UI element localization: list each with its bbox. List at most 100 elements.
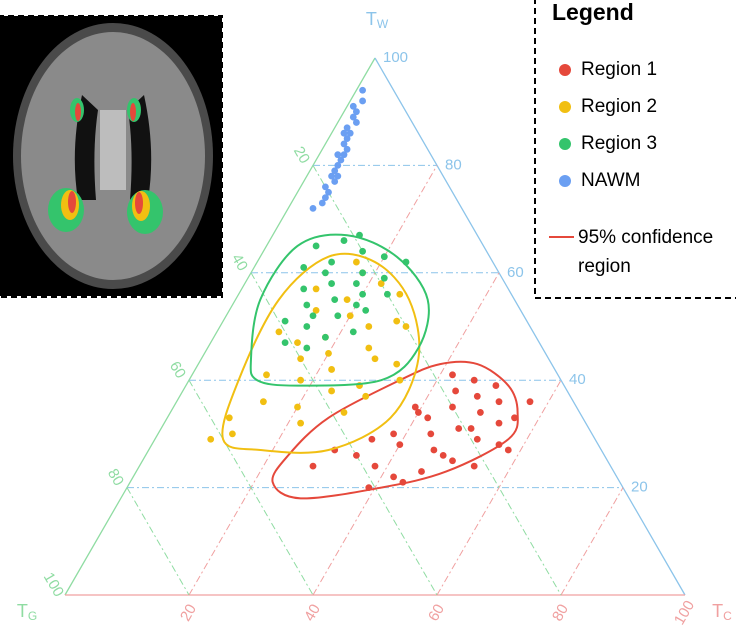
axis-title-main: T — [712, 601, 723, 621]
axis-title-main: T — [366, 9, 377, 29]
c-tick-label: 60 — [425, 601, 448, 624]
data-point — [297, 377, 304, 384]
data-point — [390, 473, 397, 480]
grid-line — [127, 488, 189, 595]
data-point — [359, 98, 366, 105]
data-point — [393, 318, 400, 325]
mri-lesion — [130, 103, 136, 121]
mri-septum — [100, 110, 126, 190]
data-point — [347, 312, 354, 319]
data-point — [328, 259, 335, 266]
data-point — [226, 414, 233, 421]
confidence-region — [251, 235, 429, 386]
data-point — [474, 436, 481, 443]
data-point — [440, 452, 447, 459]
data-point — [424, 414, 431, 421]
axis-title: TW — [366, 9, 389, 31]
data-point — [496, 398, 503, 405]
data-point — [403, 323, 410, 330]
g-tick-label: 60 — [166, 358, 189, 381]
c-tick-label: 40 — [301, 601, 324, 624]
data-point — [359, 87, 366, 94]
w-tick-label: 80 — [445, 156, 462, 173]
legend-marker — [559, 101, 571, 113]
chart: Legend 204060801002040608010020406080100… — [0, 0, 736, 627]
c-tick-label: 20 — [177, 601, 200, 624]
data-point — [328, 366, 335, 373]
data-point — [300, 264, 307, 271]
data-point — [393, 361, 400, 368]
data-point — [341, 130, 348, 137]
g-tick-label: 80 — [104, 466, 127, 489]
data-point — [353, 119, 360, 126]
data-point — [449, 457, 456, 464]
data-point — [381, 253, 388, 260]
legend-region-label: 95% confidence region — [578, 223, 736, 281]
legend-marker — [559, 175, 571, 187]
data-point — [328, 280, 335, 287]
data-point — [319, 200, 326, 207]
data-point — [493, 382, 500, 389]
data-point — [369, 436, 376, 443]
data-point — [229, 431, 236, 438]
data-point — [341, 237, 348, 244]
axis-title-sub: C — [723, 609, 732, 623]
axis-title-sub: G — [28, 609, 37, 623]
data-point — [341, 151, 348, 158]
g-tick-label: 100 — [40, 570, 67, 600]
mri-lesion — [68, 191, 76, 213]
data-point — [310, 312, 317, 319]
data-point — [372, 463, 379, 470]
data-point — [396, 441, 403, 448]
data-point — [449, 404, 456, 411]
data-point — [359, 291, 366, 298]
data-point — [471, 377, 478, 384]
data-point — [300, 286, 307, 293]
data-point — [353, 302, 360, 309]
data-point — [372, 355, 379, 362]
data-point — [353, 259, 360, 266]
w-tick-label: 60 — [507, 264, 524, 281]
data-point — [468, 425, 475, 432]
w-tick-label: 20 — [631, 479, 648, 496]
w-tick-label: 100 — [383, 49, 408, 66]
data-point — [353, 452, 360, 459]
legend-label: Region 1 — [581, 59, 657, 80]
data-point — [282, 318, 289, 325]
data-point — [452, 388, 459, 395]
data-point — [418, 468, 425, 475]
data-point — [331, 296, 338, 303]
data-point — [344, 296, 351, 303]
data-point — [527, 398, 534, 405]
data-point — [322, 334, 329, 341]
data-point — [282, 339, 289, 346]
g-tick-label: 40 — [228, 251, 251, 274]
data-point — [381, 275, 388, 282]
axis-title-main: T — [17, 601, 28, 621]
axis-title: TC — [712, 601, 732, 623]
data-point — [341, 409, 348, 416]
data-point — [474, 393, 481, 400]
data-point — [427, 431, 434, 438]
legend-label: Region 2 — [581, 96, 657, 117]
legend-title: Legend — [552, 0, 634, 25]
grid-line — [561, 488, 623, 595]
data-point — [334, 312, 341, 319]
data-point — [263, 371, 270, 378]
legend-marker — [559, 138, 571, 150]
legend-label: NAWM — [581, 170, 640, 191]
data-point — [362, 393, 369, 400]
page: Legend 204060801002040608010020406080100… — [0, 0, 736, 627]
axis-title-sub: W — [377, 17, 389, 31]
data-point — [303, 323, 310, 330]
data-point — [396, 377, 403, 384]
data-point — [365, 323, 372, 330]
data-point — [359, 248, 366, 255]
data-point — [313, 286, 320, 293]
data-point — [471, 463, 478, 470]
data-point — [310, 205, 317, 212]
data-point — [496, 420, 503, 427]
data-point — [313, 243, 320, 250]
data-point — [384, 291, 391, 298]
data-point — [359, 269, 366, 276]
